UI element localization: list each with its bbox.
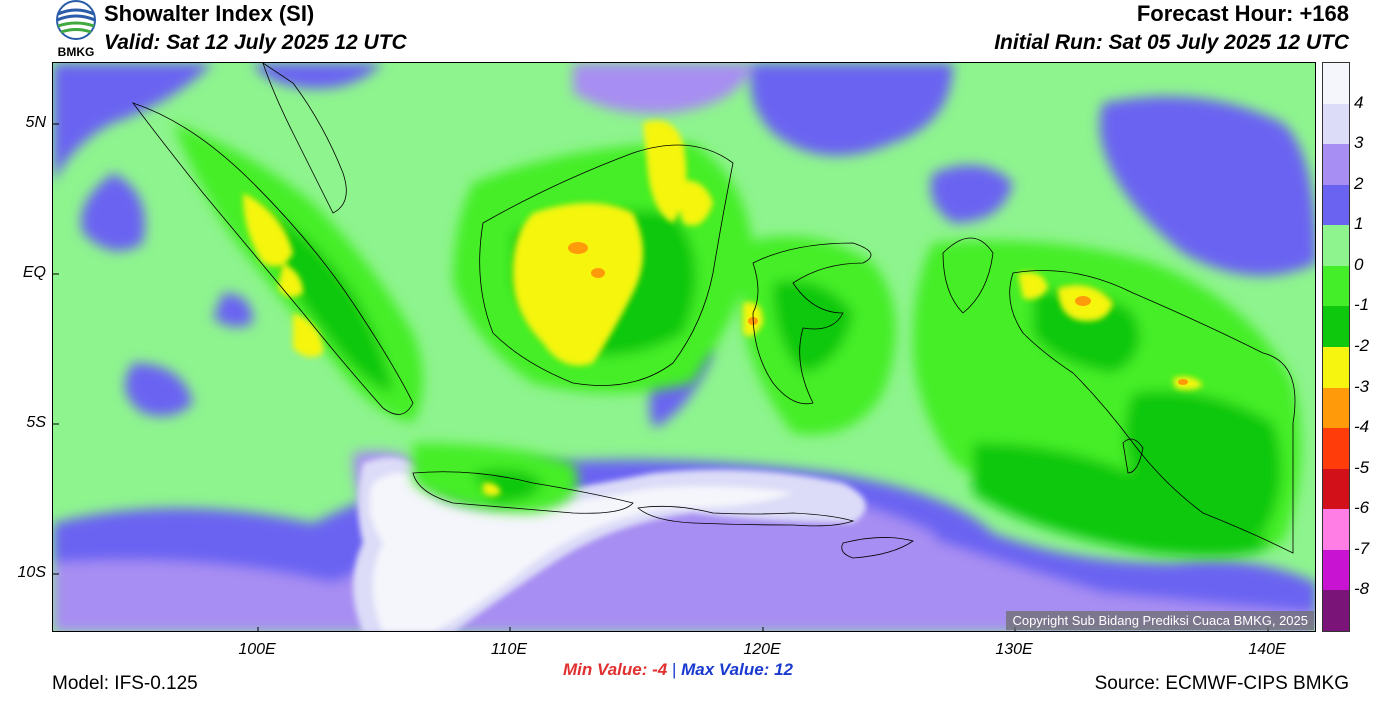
min-max-separator: | bbox=[671, 660, 677, 679]
colorbar-segment bbox=[1323, 144, 1349, 186]
colorbar-segment bbox=[1323, 468, 1349, 510]
colorbar-segment bbox=[1323, 509, 1349, 551]
lesser-sunda-outline bbox=[637, 505, 855, 527]
maluku-outline bbox=[942, 237, 994, 314]
bmkg-logo: BMKG bbox=[52, 0, 100, 60]
colorbar-segment bbox=[1323, 590, 1349, 632]
colorbar-label: -1 bbox=[1354, 295, 1370, 315]
colorbar-segment bbox=[1323, 549, 1349, 591]
colorbar-segment bbox=[1323, 63, 1349, 105]
colorbar-segment bbox=[1323, 387, 1349, 429]
lon-label-110e: 110E bbox=[490, 641, 528, 658]
min-max-line: Min Value: -4 | Max Value: 12 bbox=[563, 660, 793, 680]
colorbar bbox=[1322, 62, 1350, 632]
forecast-hour: Forecast Hour: +168 bbox=[1136, 1, 1349, 26]
field-yellow-zones bbox=[243, 120, 1203, 496]
colorbar-label: 1 bbox=[1354, 214, 1364, 234]
colorbar-segment bbox=[1323, 184, 1349, 226]
copyright-notice: Copyright Sub Bidang Prediksi Cuaca BMKG… bbox=[1006, 611, 1314, 630]
colorbar-label: 3 bbox=[1354, 133, 1364, 153]
colorbar-label: 0 bbox=[1354, 254, 1364, 274]
colorbar-segment bbox=[1323, 306, 1349, 348]
lat-label-5s: 5S bbox=[26, 414, 46, 431]
coastlines bbox=[131, 63, 1296, 559]
aru-outline bbox=[1122, 438, 1144, 474]
data-source: Source: ECMWF-CIPS BMKG bbox=[1094, 673, 1349, 694]
field-white-zone bbox=[353, 457, 866, 631]
colorbar-label: -7 bbox=[1354, 538, 1370, 558]
malay-peninsula-outline bbox=[262, 63, 347, 214]
colorbar-segment bbox=[1323, 428, 1349, 470]
sumatra-outline bbox=[131, 102, 414, 415]
colorbar-label: 4 bbox=[1354, 92, 1364, 112]
min-value-label: Min Value: bbox=[563, 660, 648, 679]
colorbar-label: 2 bbox=[1354, 173, 1364, 193]
min-value: -4 bbox=[652, 660, 668, 679]
max-value-label: Max Value: bbox=[681, 660, 770, 679]
initial-run: Initial Run: Sat 05 July 2025 12 UTC bbox=[994, 31, 1349, 54]
lon-label-140e: 140E bbox=[1248, 641, 1286, 658]
map-panel bbox=[52, 62, 1316, 632]
logo-emblem-icon bbox=[56, 0, 96, 40]
lon-label-120e: 120E bbox=[743, 641, 781, 658]
lon-label-100e: 100E bbox=[238, 641, 276, 658]
lat-label-10s: 10S bbox=[17, 564, 46, 581]
java-outline bbox=[412, 471, 634, 514]
lat-label-5n: 5N bbox=[25, 114, 46, 131]
colorbar-label: -5 bbox=[1354, 457, 1370, 477]
valid-time: Valid: Sat 12 July 2025 12 UTC bbox=[104, 31, 407, 54]
colorbar-segment bbox=[1323, 347, 1349, 389]
showalter-field-map bbox=[53, 63, 1315, 631]
max-value: 12 bbox=[774, 660, 793, 679]
colorbar-label: -8 bbox=[1354, 579, 1370, 599]
colorbar-segment bbox=[1323, 265, 1349, 307]
colorbar-segment bbox=[1323, 103, 1349, 145]
colorbar-segment bbox=[1323, 225, 1349, 267]
colorbar-label: -4 bbox=[1354, 417, 1370, 437]
lon-label-130e: 130E bbox=[995, 641, 1033, 658]
colorbar-label: -6 bbox=[1354, 498, 1370, 518]
model-name: Model: IFS-0.125 bbox=[52, 673, 198, 694]
colorbar-label: -3 bbox=[1354, 376, 1370, 396]
lat-label-eq: EQ bbox=[22, 264, 46, 281]
colorbar-label: -2 bbox=[1354, 336, 1370, 355]
timor-outline bbox=[841, 537, 914, 559]
logo-text: BMKG bbox=[57, 45, 95, 59]
borneo-outline bbox=[479, 144, 734, 386]
sulawesi-outline bbox=[752, 242, 872, 405]
new-guinea-outline bbox=[1009, 270, 1296, 554]
chart-title: Showalter Index (SI) bbox=[104, 1, 315, 26]
